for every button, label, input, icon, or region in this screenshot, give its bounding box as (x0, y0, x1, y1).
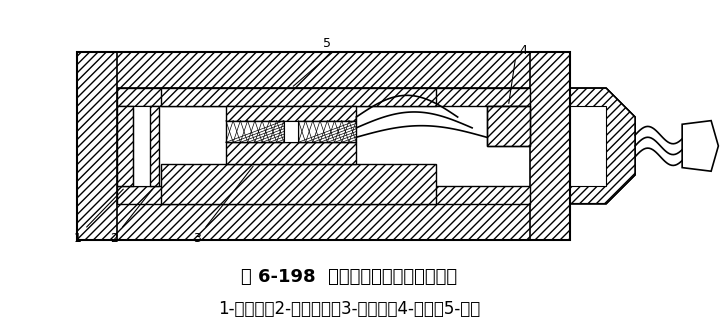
Text: 图 6-198  钢弦式双膜土压力计的构造: 图 6-198 钢弦式双膜土压力计的构造 (241, 268, 457, 286)
Bar (117, 186, 530, 204)
Bar (78, 52, 570, 88)
Polygon shape (570, 88, 635, 204)
Bar (570, 106, 606, 186)
Polygon shape (682, 121, 718, 171)
Bar (486, 106, 530, 146)
Bar (150, 106, 159, 186)
Bar (78, 204, 570, 240)
Bar (78, 52, 570, 240)
Bar (226, 142, 356, 164)
Text: 1: 1 (73, 232, 81, 245)
Polygon shape (570, 88, 635, 204)
Bar (78, 52, 117, 240)
Bar (161, 88, 436, 106)
Bar (530, 52, 570, 240)
Text: 2: 2 (110, 232, 118, 245)
Bar (161, 164, 436, 204)
Bar (226, 106, 356, 121)
Bar (117, 88, 530, 106)
Bar (117, 106, 133, 186)
Bar (133, 106, 150, 186)
Bar (226, 121, 284, 142)
Text: 5: 5 (324, 37, 332, 50)
Text: 3: 3 (193, 232, 201, 245)
Bar (298, 121, 356, 142)
Text: 4: 4 (519, 44, 527, 57)
Bar (284, 121, 298, 142)
Text: 1-刚性板；2-弹性薄板；3-传力轴；4-弦夹；5-钢弦: 1-刚性板；2-弹性薄板；3-传力轴；4-弦夹；5-钢弦 (218, 299, 480, 318)
Bar (486, 106, 530, 146)
